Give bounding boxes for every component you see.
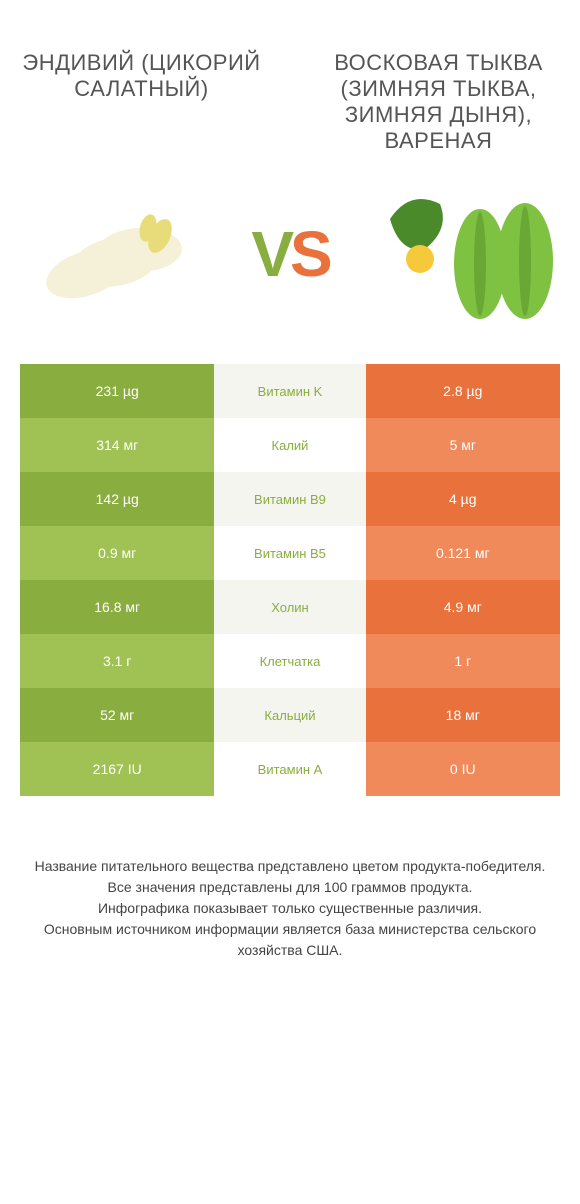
comparison-table: 231 µgВитамин K2.8 µg314 мгКалий5 мг142 … — [0, 364, 580, 796]
left-value-cell: 0.9 мг — [20, 526, 214, 580]
right-value-cell: 4 µg — [366, 472, 560, 526]
table-row: 3.1 гКлетчатка1 г — [20, 634, 560, 688]
table-row: 52 мгКальций18 мг — [20, 688, 560, 742]
footer-line: Название питательного вещества представл… — [30, 856, 550, 877]
left-value-cell: 16.8 мг — [20, 580, 214, 634]
table-row: 231 µgВитамин K2.8 µg — [20, 364, 560, 418]
vs-letter-v: V — [251, 218, 290, 290]
left-value-cell: 314 мг — [20, 418, 214, 472]
nutrient-name-cell: Витамин A — [214, 742, 365, 796]
right-product-title: ВОСКОВАЯ ТЫКВА (ЗИМНЯЯ ТЫКВА, ЗИМНЯЯ ДЫН… — [317, 50, 560, 154]
left-value-cell: 231 µg — [20, 364, 214, 418]
nutrient-name-cell: Калий — [214, 418, 365, 472]
table-row: 2167 IUВитамин A0 IU — [20, 742, 560, 796]
vs-letter-s: S — [290, 218, 329, 290]
footer-notes: Название питательного вещества представл… — [0, 796, 580, 991]
right-value-cell: 18 мг — [366, 688, 560, 742]
footer-line: Все значения представлены для 100 граммо… — [30, 877, 550, 898]
nutrient-name-cell: Клетчатка — [214, 634, 365, 688]
right-value-cell: 0 IU — [366, 742, 560, 796]
table-row: 314 мгКалий5 мг — [20, 418, 560, 472]
nutrient-name-cell: Витамин B9 — [214, 472, 365, 526]
nutrient-name-cell: Холин — [214, 580, 365, 634]
nutrient-name-cell: Кальций — [214, 688, 365, 742]
right-value-cell: 5 мг — [366, 418, 560, 472]
nutrient-name-cell: Витамин B5 — [214, 526, 365, 580]
left-product-title: ЭНДИВИЙ (ЦИКОРИЙ САЛАТНЫЙ) — [20, 50, 263, 102]
left-product-image — [20, 174, 200, 334]
left-value-cell: 2167 IU — [20, 742, 214, 796]
right-value-cell: 4.9 мг — [366, 580, 560, 634]
left-value-cell: 3.1 г — [20, 634, 214, 688]
right-value-cell: 2.8 µg — [366, 364, 560, 418]
left-value-cell: 142 µg — [20, 472, 214, 526]
header: ЭНДИВИЙ (ЦИКОРИЙ САЛАТНЫЙ) ВОСКОВАЯ ТЫКВ… — [0, 0, 580, 164]
right-value-cell: 1 г — [366, 634, 560, 688]
wax-gourd-icon — [380, 179, 560, 329]
vs-badge: VS — [251, 217, 328, 291]
images-row: VS — [0, 164, 580, 364]
endive-icon — [30, 184, 190, 324]
table-row: 142 µgВитамин B94 µg — [20, 472, 560, 526]
left-value-cell: 52 мг — [20, 688, 214, 742]
right-product-image — [380, 174, 560, 334]
footer-line: Основным источником информации является … — [30, 919, 550, 961]
nutrient-name-cell: Витамин K — [214, 364, 365, 418]
table-row: 0.9 мгВитамин B50.121 мг — [20, 526, 560, 580]
footer-line: Инфографика показывает только существенн… — [30, 898, 550, 919]
right-value-cell: 0.121 мг — [366, 526, 560, 580]
table-row: 16.8 мгХолин4.9 мг — [20, 580, 560, 634]
